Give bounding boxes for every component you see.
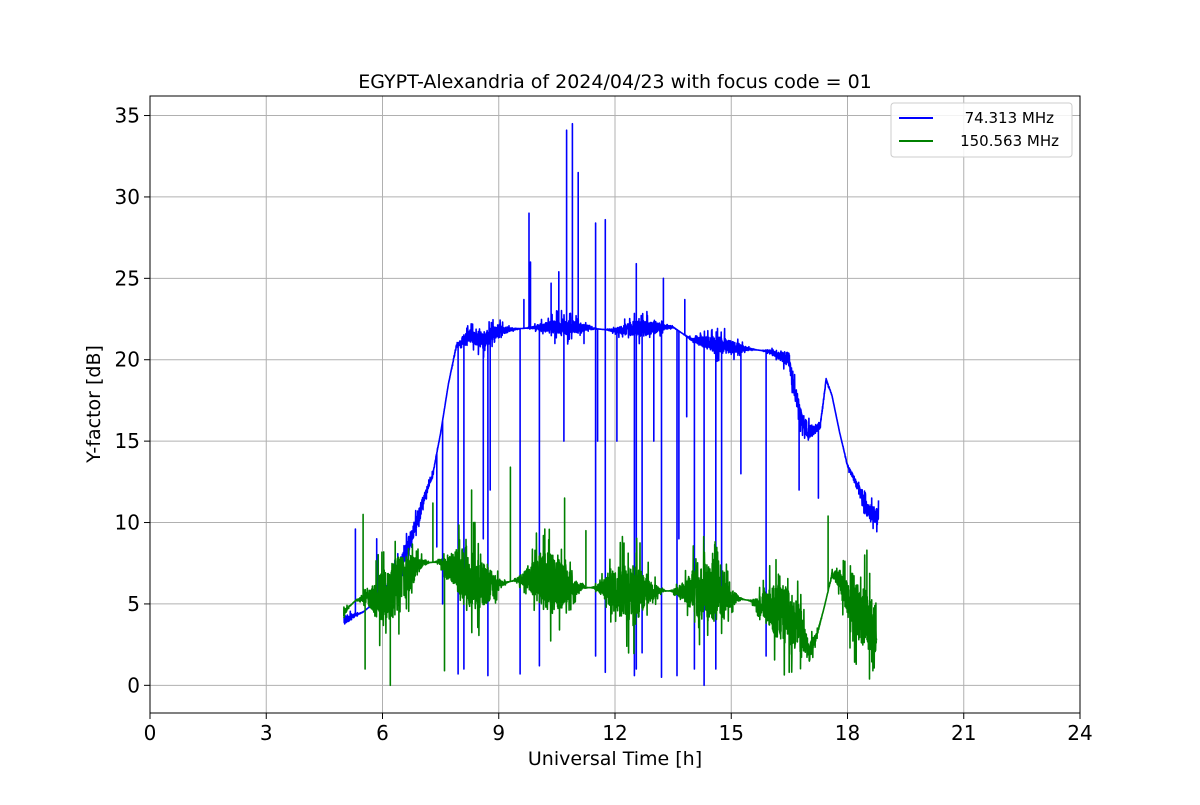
y-tick-label: 35 [115,104,140,128]
y-tick-label: 5 [127,592,140,616]
x-tick-label: 6 [376,721,389,745]
series-line-0 [343,122,880,687]
chart-title: EGYPT-Alexandria of 2024/04/23 with focu… [358,71,872,93]
y-tick-label: 20 [115,348,140,372]
legend-label-74mhz: 74.313 MHz [965,109,1054,127]
y-tick-label: 30 [115,185,140,209]
x-tick-label: 9 [492,721,505,745]
y-axis: 0 5 10 15 20 25 30 35 [115,104,150,697]
y-tick-label: 25 [115,266,140,290]
legend-box [890,102,1073,158]
x-tick-label: 21 [951,721,976,745]
x-tick-label: 3 [260,721,273,745]
x-axis-label: Universal Time [h] [528,748,702,770]
legend: 74.313 MHz 150.563 MHz [890,102,1073,158]
y-tick-label: 10 [115,511,140,535]
x-tick-label: 12 [602,721,627,745]
x-tick-label: 15 [719,721,744,745]
x-tick-label: 18 [835,721,860,745]
y-tick-label: 15 [115,429,140,453]
series-line-1 [343,466,878,687]
y-tick-label: 0 [127,673,140,697]
series-group [343,122,880,687]
x-tick-label: 0 [144,721,157,745]
y-axis-label: Y-factor [dB] [83,345,105,464]
x-axis: 0 3 6 9 12 15 18 21 24 [144,713,1093,745]
x-tick-label: 24 [1067,721,1092,745]
legend-label-150mhz: 150.563 MHz [960,132,1059,150]
